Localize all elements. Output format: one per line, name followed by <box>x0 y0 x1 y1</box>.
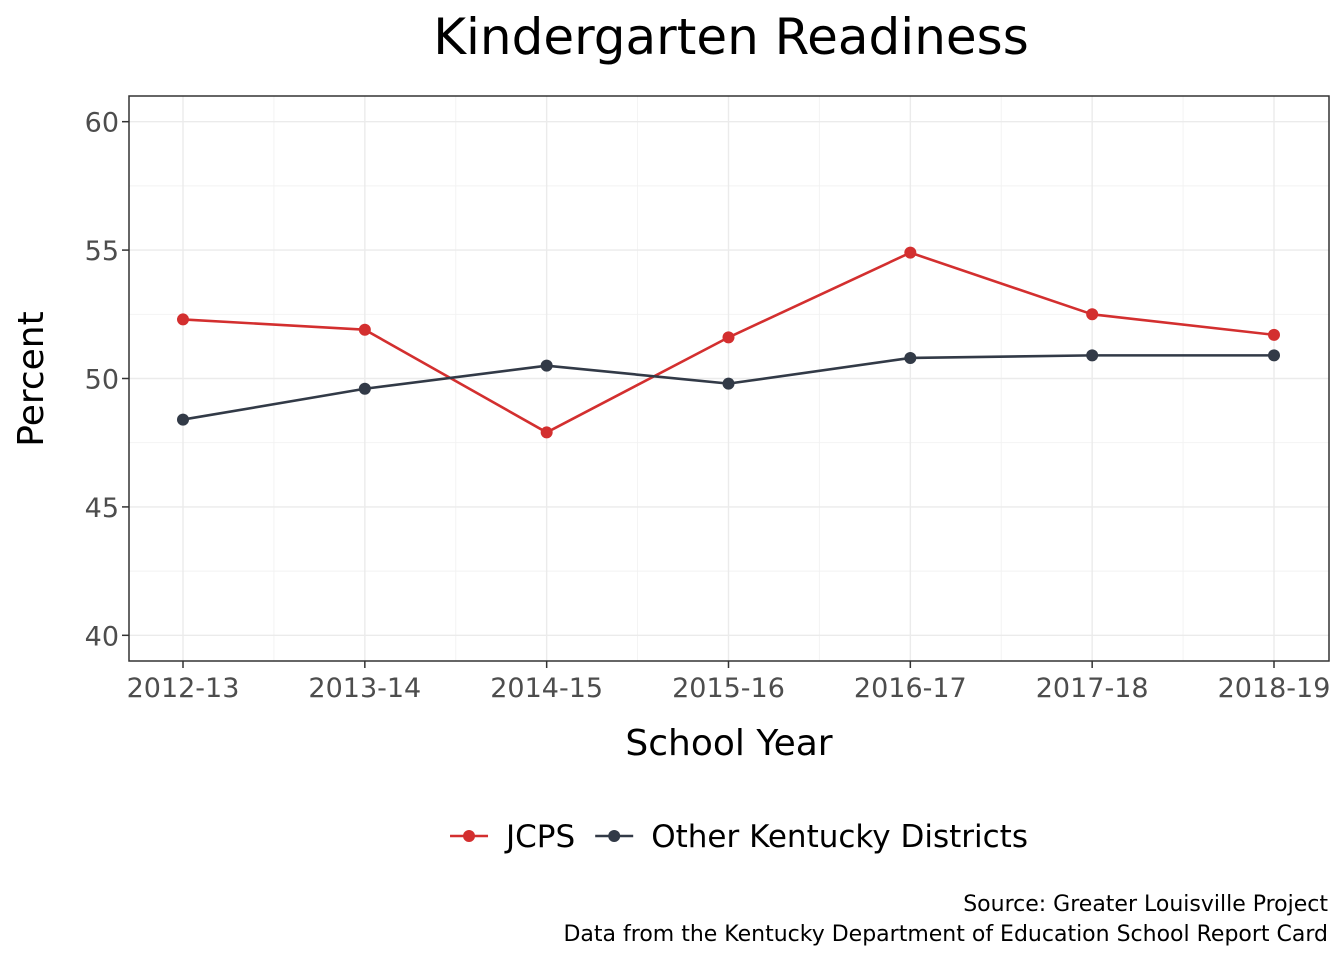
x-tick-label: 2017-18 <box>1036 673 1149 704</box>
y-axis-title: Percent <box>11 311 52 446</box>
y-tick-label: 50 <box>85 365 119 396</box>
legend-label: Other Kentucky Districts <box>651 819 1028 855</box>
data-point-jcps <box>540 426 553 439</box>
legend: JCPS Other Kentucky Districts <box>450 819 1028 855</box>
y-tick-label: 60 <box>85 108 119 139</box>
chart-title: Kindergarten Readiness <box>433 8 1029 66</box>
data-point-jcps <box>904 246 917 259</box>
x-tick-label: 2013-14 <box>308 673 421 704</box>
y-tick-label: 55 <box>85 236 119 267</box>
x-tick-label: 2015-16 <box>672 673 785 704</box>
x-tick-label: 2018-19 <box>1218 673 1331 704</box>
y-tick-label: 45 <box>85 493 119 524</box>
data-point-jcps <box>1086 308 1099 321</box>
data-point-other-kentucky-districts <box>177 413 189 426</box>
x-tick-label: 2014-15 <box>490 673 603 704</box>
data-point-other-kentucky-districts <box>904 351 917 364</box>
data-point-jcps <box>177 313 189 326</box>
caption-source: Source: Greater Louisville Project <box>963 892 1328 917</box>
data-point-other-kentucky-districts <box>540 359 553 372</box>
legend-key-point <box>608 830 621 842</box>
x-tick-label: 2012-13 <box>127 673 240 704</box>
data-point-other-kentucky-districts <box>722 377 735 390</box>
axis-layer: 40 45 50 55 60 2012-13 2013-14 2014-15 2015-16 20… <box>85 108 1331 704</box>
caption-data-note: Data from the Kentucky Department of Edu… <box>563 922 1328 947</box>
legend-item: JCPS <box>450 819 575 855</box>
data-point-other-kentucky-districts <box>1086 349 1099 362</box>
data-point-other-kentucky-districts <box>1268 349 1280 362</box>
data-point-jcps <box>722 331 735 344</box>
y-tick-label: 40 <box>85 621 119 652</box>
data-point-jcps <box>1268 328 1280 341</box>
legend-label: JCPS <box>504 819 575 855</box>
legend-item: Other Kentucky Districts <box>595 819 1028 855</box>
x-tick-label: 2016-17 <box>854 673 967 704</box>
series-layer <box>177 246 1280 439</box>
data-point-jcps <box>358 323 371 336</box>
x-axis-title: School Year <box>625 723 832 764</box>
legend-key-point <box>463 830 476 842</box>
data-point-other-kentucky-districts <box>358 382 371 395</box>
